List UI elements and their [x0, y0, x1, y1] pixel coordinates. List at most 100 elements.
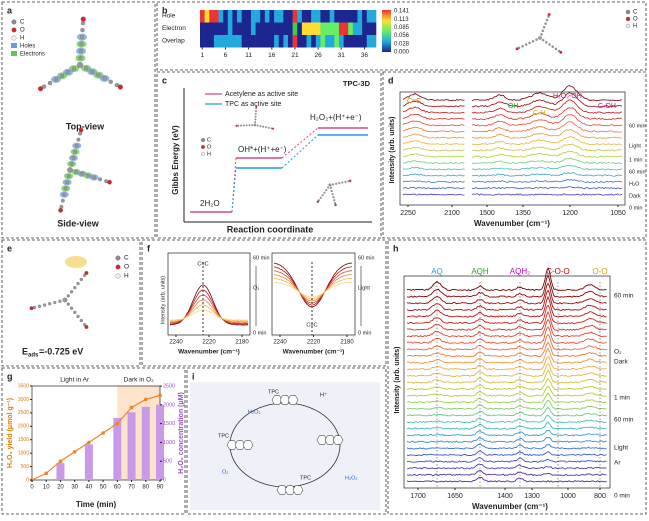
label: 3500 [18, 383, 29, 389]
spectrum [406, 406, 607, 417]
panel-label: i [192, 371, 195, 381]
atom [67, 167, 73, 173]
atom [58, 208, 63, 213]
atom [254, 118, 257, 121]
label: 10 [43, 485, 50, 491]
label: 1 min [614, 395, 630, 402]
heat-cell [288, 10, 293, 23]
atom [245, 124, 248, 127]
heat-cell [227, 35, 233, 48]
label: O [207, 144, 212, 150]
atom [548, 43, 551, 46]
heat-cell [204, 22, 210, 35]
heat-cell [200, 35, 205, 48]
label: 80 [142, 485, 149, 491]
atom [625, 9, 631, 15]
label: 2220 [202, 340, 216, 346]
atom [108, 79, 113, 84]
atom [254, 121, 257, 124]
label: O₂ [222, 469, 228, 475]
spectrum [406, 282, 607, 305]
atom [329, 186, 332, 190]
label: Overlap [162, 38, 185, 45]
label: 0.000 [394, 50, 410, 56]
heat-cell [292, 22, 298, 35]
label: 26 [314, 52, 322, 59]
atom [115, 255, 121, 261]
heat-cell [269, 35, 275, 48]
label: TPC [300, 475, 311, 481]
label: 0.113 [394, 17, 409, 23]
spectrum [402, 193, 465, 196]
heat-cell [334, 35, 340, 48]
heat-cell [237, 22, 242, 35]
label: 0 [26, 477, 29, 483]
label: Top-view [66, 121, 105, 131]
spectrum [402, 120, 465, 127]
atom [73, 310, 77, 314]
atom [66, 302, 70, 306]
spectrum [402, 140, 465, 146]
heat-cell [306, 35, 312, 48]
spectrum [406, 295, 607, 318]
label: 11 [245, 52, 252, 59]
heat-cell [274, 22, 280, 35]
spectrum [273, 270, 353, 304]
label: Ar [614, 460, 621, 467]
heat-cell [352, 22, 358, 35]
label: H [207, 151, 211, 157]
label: 800 [594, 493, 606, 500]
atom [79, 318, 83, 323]
spectrum [471, 107, 623, 121]
yield-point [115, 421, 120, 426]
heat-cell [329, 35, 335, 48]
atom [201, 152, 205, 156]
atom [76, 61, 84, 69]
label: H₂O [629, 181, 640, 187]
atom [328, 183, 332, 187]
panel-frame [1, 1, 156, 239]
heat-cell [269, 10, 275, 23]
atom [11, 19, 17, 25]
spectrum [406, 289, 607, 312]
label: AQH₂ [510, 267, 530, 276]
spectrum [402, 126, 465, 133]
atom [262, 125, 265, 128]
heat-cell [223, 35, 229, 48]
spectrum [406, 326, 607, 345]
heat-cell [227, 10, 233, 23]
atom [265, 126, 267, 129]
heat-cell [297, 35, 303, 48]
label: 0.085 [394, 25, 410, 31]
label: =-0.725 eV [39, 346, 83, 356]
atom [73, 286, 77, 290]
panel-frame [1, 367, 186, 515]
atom [90, 69, 95, 74]
atom [323, 191, 326, 194]
label: TPC as active site [225, 101, 282, 108]
atom [76, 137, 81, 142]
panel-frame [141, 239, 387, 367]
ring [279, 395, 291, 405]
spectrum [406, 369, 607, 384]
spectrum [406, 363, 607, 378]
label: Gibbs Energy (eV) [171, 125, 180, 195]
heat-cell [329, 10, 335, 23]
spectrum [273, 281, 353, 298]
atom [331, 193, 334, 196]
atom [541, 38, 545, 42]
label: 31 [338, 52, 346, 59]
spectrum [402, 166, 465, 171]
panel-label: f [147, 243, 151, 253]
heat-cell [274, 35, 280, 48]
atom [117, 84, 123, 90]
label: 2180 [235, 340, 249, 346]
heat-cell [260, 35, 266, 48]
label: O-O [592, 267, 607, 276]
ring [332, 435, 344, 445]
label: 1 min [629, 157, 642, 163]
label: O [124, 264, 129, 271]
label: Acetylene as active site [225, 91, 298, 98]
atom [47, 80, 53, 86]
